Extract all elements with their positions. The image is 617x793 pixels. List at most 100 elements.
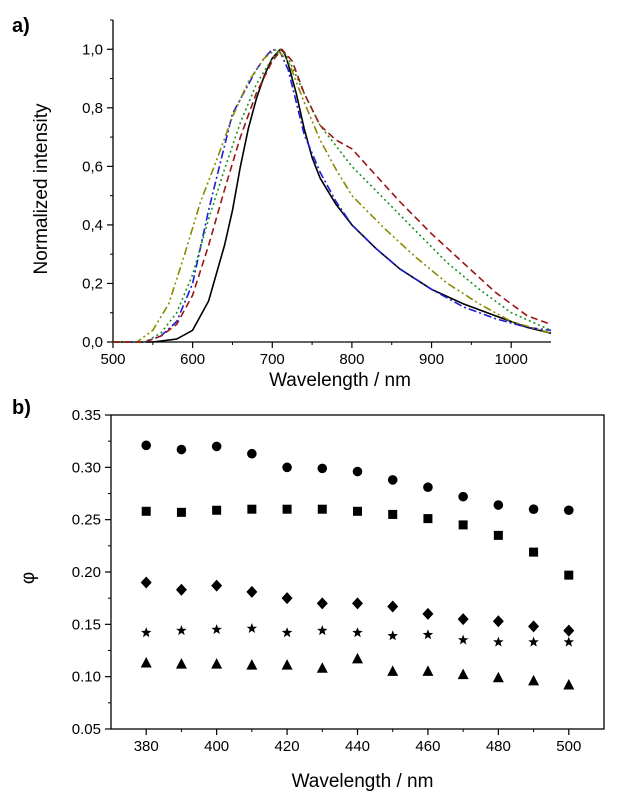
scatter-point-circle (141, 440, 152, 451)
scatter-point-circle (528, 504, 539, 514)
scatter-point-circle (423, 482, 433, 493)
scatter-point-triangle (211, 658, 223, 669)
panel-a-series-line (113, 48, 552, 343)
panel-a-y-tick-label: 1,0 (82, 41, 103, 58)
scatter-point-diamond (281, 592, 293, 605)
scatter-point-star (176, 625, 187, 636)
panel-b-scatter-chart: b) φ Wavelength / nm 380 400 420 440 460 480 5… (12, 397, 605, 792)
scatter-point-star (317, 625, 328, 636)
scatter-point-square (388, 509, 398, 519)
scatter-point-triangle (563, 679, 575, 690)
panel-a-y-tick-label: 0,0 (82, 334, 103, 351)
scatter-point-circle (176, 444, 187, 455)
scatter-point-star (211, 624, 222, 634)
scatter-point-circle (387, 475, 398, 485)
panel-b-y-tick-label: 0.05 (72, 721, 101, 738)
scatter-point-diamond (422, 607, 434, 620)
scatter-point-triangle (387, 665, 399, 676)
panel-a-label: a) (12, 15, 30, 37)
panel-b-x-tick-label: 440 (345, 738, 370, 755)
panel-b-x-tick-label: 500 (556, 738, 581, 755)
scatter-point-square (212, 505, 222, 515)
scatter-point-square (529, 547, 539, 557)
scatter-point-star (422, 629, 434, 640)
panel-a-y-axis-title: Normalized intensity (31, 103, 52, 275)
scatter-point-star (528, 636, 539, 647)
scatter-point-star (563, 636, 574, 647)
scatter-point-star (141, 627, 152, 638)
scatter-point-star (387, 630, 398, 641)
scatter-point-square (282, 504, 292, 514)
scatter-point-square (564, 570, 574, 580)
scatter-point-square (317, 504, 327, 514)
scatter-point-star (493, 636, 504, 647)
scatter-point-triangle (316, 662, 328, 673)
panel-a-x-tick-label: 900 (419, 351, 444, 368)
scatter-point-diamond (457, 613, 469, 626)
scatter-point-square (176, 507, 186, 517)
scatter-point-diamond (492, 615, 504, 628)
panel-a-x-tick-label: 800 (339, 351, 364, 368)
scatter-point-circle (211, 441, 222, 452)
panel-a-line-chart: a) Normalized intensity Wavelength / nm … (12, 15, 552, 391)
scatter-point-diamond (140, 576, 152, 589)
scatter-point-triangle (246, 659, 258, 670)
panel-b-y-tick-label: 0.25 (72, 512, 101, 529)
scatter-point-triangle (140, 657, 152, 668)
scatter-point-triangle (528, 674, 540, 686)
scatter-point-circle (352, 466, 363, 477)
scatter-point-diamond (563, 624, 575, 637)
scatter-point-square (423, 514, 433, 524)
panel-b-y-tick-label: 0.30 (72, 459, 101, 476)
panel-a-y-tick-label: 0,8 (82, 100, 103, 117)
scatter-point-triangle (281, 659, 293, 670)
panel-b-x-tick-label: 380 (134, 738, 159, 755)
scatter-point-square (141, 506, 151, 516)
scatter-point-triangle (492, 671, 504, 683)
panel-a-x-tick-label: 1000 (494, 351, 527, 368)
scatter-point-diamond (316, 597, 328, 610)
panel-b-y-tick-label: 0.20 (72, 564, 101, 581)
panel-a-y-tick-label: 0,2 (82, 275, 103, 292)
scatter-point-circle (247, 448, 257, 459)
panel-a-x-axis-title: Wavelength / nm (269, 370, 411, 391)
scatter-point-diamond (528, 620, 540, 633)
scatter-point-circle (493, 500, 504, 510)
panel-b-y-tick-label: 0.15 (72, 616, 101, 633)
scatter-point-triangle (352, 652, 363, 664)
scatter-point-square (458, 520, 468, 530)
panel-b-label: b) (12, 397, 31, 419)
scatter-point-diamond (246, 585, 258, 598)
panel-b-y-axis-title: φ (18, 572, 39, 584)
panel-a-x-tick-label: 500 (100, 351, 125, 368)
panel-b-y-tick-label: 0.10 (72, 669, 101, 686)
scatter-point-star (246, 623, 258, 633)
scatter-point-circle (317, 463, 328, 474)
scatter-point-square (247, 504, 257, 514)
panel-a-y-tick-label: 0,6 (82, 158, 103, 175)
panel-b-x-tick-label: 400 (204, 738, 229, 755)
scatter-point-circle (282, 462, 292, 473)
panel-b-y-tick-label: 0.35 (72, 407, 101, 424)
panel-b-x-tick-label: 460 (415, 738, 440, 755)
scatter-point-square (353, 506, 362, 516)
panel-a-x-tick-label: 600 (180, 351, 205, 368)
panel-a-series-line (113, 48, 552, 343)
scatter-point-star (457, 634, 469, 645)
panel-a-series-line (113, 48, 552, 343)
panel-a-x-tick-label: 700 (260, 351, 285, 368)
scatter-point-diamond (352, 597, 363, 610)
panel-b-x-axis-title: Wavelength / nm (292, 771, 434, 792)
panel-a-series-line (113, 48, 552, 343)
scatter-point-circle (458, 491, 468, 502)
scatter-point-star (281, 627, 293, 638)
scatter-point-triangle (457, 668, 469, 680)
scatter-point-diamond (211, 579, 223, 592)
scatter-point-diamond (387, 600, 399, 613)
scatter-point-square (493, 530, 503, 540)
panel-a-y-tick-label: 0,4 (82, 217, 103, 234)
scatter-point-circle (563, 505, 574, 516)
scatter-point-star (352, 627, 363, 638)
scatter-point-triangle (175, 658, 187, 669)
